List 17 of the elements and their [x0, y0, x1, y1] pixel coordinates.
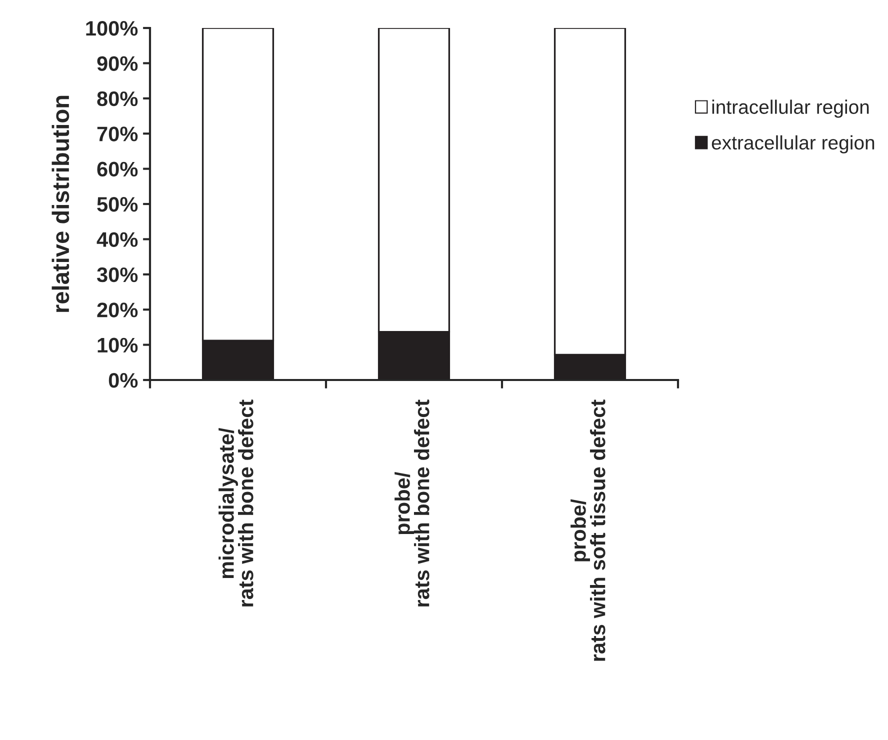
x-tick-label: microdialysate/ rats with bone defect	[218, 400, 254, 606]
y-tick-label: 100%	[86, 21, 138, 36]
x-tick-label: probe/ rats with bone defect	[394, 400, 430, 606]
y-tick-label: 50%	[97, 197, 138, 212]
y-tick-label: 70%	[97, 126, 138, 142]
legend-label: intracellular region	[712, 100, 869, 118]
y-axis-title: relative distribution	[52, 96, 70, 312]
y-tick-label: 40%	[96, 232, 138, 247]
y-tick-label: 10%	[98, 338, 138, 353]
y-tick-label: 30%	[96, 267, 138, 282]
y-tick-label: 60%	[97, 162, 138, 177]
legend-label: extracellular region	[712, 135, 874, 154]
y-tick-label: 20%	[97, 302, 138, 318]
x-tick-label: probe/ rats with soft tissue defect	[570, 400, 606, 661]
y-tick-label: 80%	[97, 91, 138, 106]
y-tick-label: 0%	[108, 373, 138, 388]
y-tick-label: 90%	[97, 56, 138, 71]
